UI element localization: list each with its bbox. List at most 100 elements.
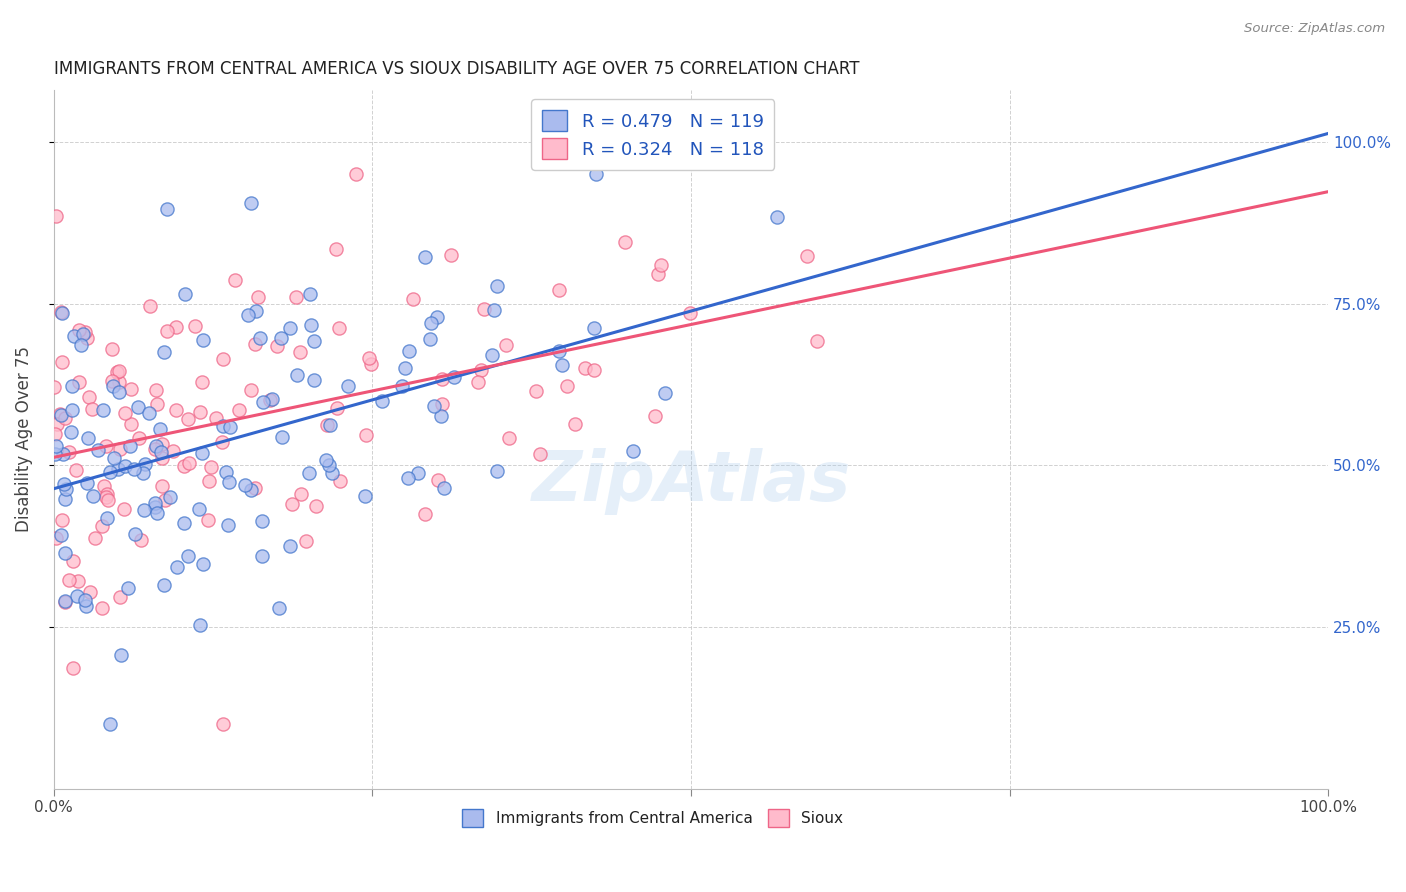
Point [262,392,284,407]
Point [49,527,72,541]
Point [101,342,124,356]
Point [60,403,83,417]
Point [524,384,547,399]
Point [108,442,131,456]
Point [215,466,238,480]
Point [344,167,367,181]
Point [440,248,463,262]
Point [217,518,239,533]
Point [325,242,347,256]
Point [200,459,222,474]
Point [83,531,105,545]
Point [193,333,215,347]
Point [108,384,131,399]
Point [98,717,121,731]
Point [197,513,219,527]
Point [145,442,167,456]
Point [190,405,212,419]
Point [129,533,152,548]
Point [173,516,195,531]
Point [443,370,465,384]
Point [75,599,97,614]
Point [188,617,211,632]
Point [117,582,139,596]
Point [396,471,419,485]
Point [91,518,114,533]
Point [328,320,350,334]
Point [470,363,492,377]
Point [259,393,281,408]
Point [146,397,169,411]
Point [103,379,125,393]
Point [212,351,235,366]
Point [53,546,76,560]
Point [285,368,308,382]
Point [101,374,124,388]
Point [482,302,505,317]
Point [278,539,301,553]
Point [613,235,636,250]
Point [433,481,456,495]
Point [155,324,177,338]
Point [132,466,155,480]
Point [120,382,142,396]
Point [359,351,381,365]
Point [75,326,97,340]
Point [548,344,571,359]
Point [498,431,520,445]
Point [430,409,453,423]
Point [51,305,73,319]
Point [93,479,115,493]
Point [290,487,312,501]
Point [427,473,450,487]
Point [145,383,167,397]
Point [45,531,67,545]
Point [422,399,444,413]
Text: Source: ZipAtlas.com: Source: ZipAtlas.com [1244,22,1385,36]
Point [53,491,76,506]
Point [153,493,176,508]
Point [419,332,441,346]
Point [66,589,89,603]
Point [281,497,304,511]
Point [107,462,129,476]
Point [114,458,136,473]
Point [426,310,449,325]
Point [91,403,114,417]
Point [318,458,340,473]
Point [654,385,676,400]
Point [51,306,73,320]
Point [240,483,263,498]
Point [139,299,162,313]
Point [112,501,135,516]
Point [270,331,292,345]
Point [159,491,181,505]
Point [555,379,578,393]
Point [583,321,606,335]
Point [60,379,83,393]
Point [644,409,666,423]
Point [53,476,76,491]
Point [486,279,509,293]
Point [398,343,420,358]
Point [391,379,413,393]
Point [529,447,551,461]
Point [77,431,100,445]
Point [315,453,337,467]
Point [205,410,228,425]
Point [165,319,187,334]
Point [143,500,166,514]
Point [124,527,146,541]
Point [280,321,302,335]
Point [46,417,69,432]
Point [127,401,149,415]
Point [621,443,644,458]
Point [110,648,132,662]
Point [45,439,67,453]
Point [321,466,343,480]
Point [419,316,441,330]
Point [42,380,65,394]
Point [108,375,131,389]
Point [337,378,360,392]
Point [76,476,98,491]
